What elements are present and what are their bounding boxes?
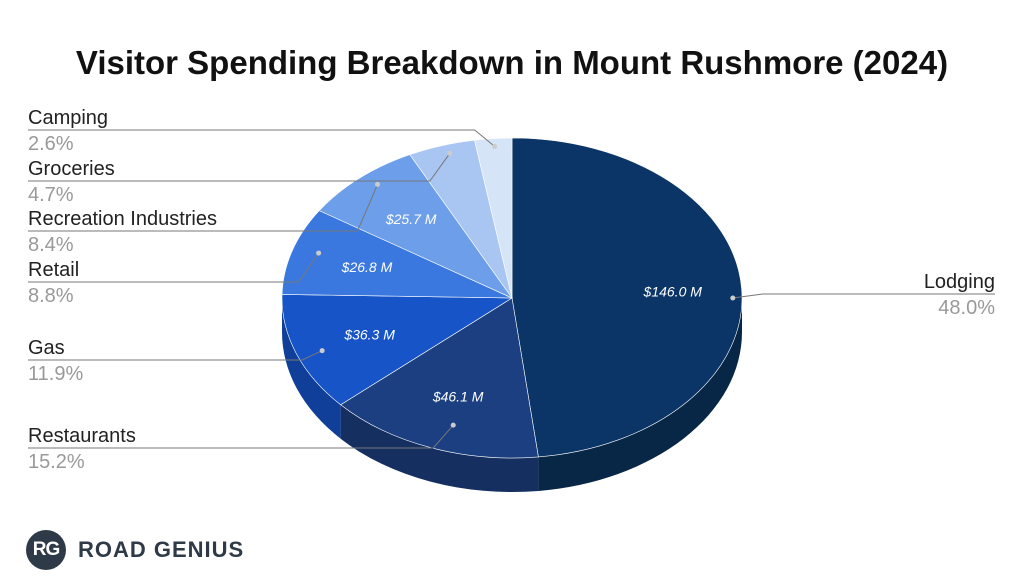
leader-line (732, 293, 995, 299)
leader-dot (447, 150, 453, 156)
slice-value-label: $25.7 M (385, 211, 437, 227)
leader-dot (730, 295, 736, 301)
pie-side-gas (282, 298, 341, 439)
pie-slice-gas (281, 294, 514, 406)
brand-badge-icon: RG (26, 530, 66, 570)
slice-percent-label: 15.2% (28, 451, 85, 473)
pie-slice-camping (474, 137, 513, 299)
pie-slice-retail (281, 210, 513, 299)
leader-line (28, 129, 496, 147)
leader-dot (375, 181, 381, 187)
slice-name-label: Retail (28, 259, 79, 281)
pie-slice-lodging (511, 137, 743, 458)
slice-percent-label: 11.9% (28, 363, 83, 385)
slice-percent-label: 2.6% (28, 133, 74, 155)
slice-value-label: $26.8 M (341, 259, 393, 275)
leader-line (28, 184, 379, 232)
slice-value-label: $46.1 M (432, 389, 484, 405)
slice-name-label: Groceries (28, 158, 115, 180)
leader-dot (492, 144, 498, 150)
slice-name-label: Camping (28, 107, 108, 129)
slice-percent-label: 8.4% (28, 234, 74, 256)
slice-name-label: Restaurants (28, 425, 136, 447)
slice-value-label: $36.3 M (343, 327, 395, 343)
brand-name: ROAD GENIUS (78, 537, 245, 562)
slice-percent-label: 8.8% (28, 285, 74, 307)
slice-name-label: Lodging (924, 271, 995, 293)
leader-dot (316, 250, 322, 256)
leader-dot (319, 348, 325, 354)
chart-title: Visitor Spending Breakdown in Mount Rush… (75, 44, 949, 81)
leader-line (28, 252, 320, 283)
slice-value-label: $146.0 M (643, 284, 703, 300)
pie-side-lodging (538, 298, 742, 491)
slice-name-label: Recreation Industries (28, 208, 217, 230)
leader-line (28, 350, 323, 361)
slice-name-label: Gas (28, 337, 65, 359)
leader-line (28, 424, 454, 449)
brand-logo: RG ROAD GENIUS (26, 530, 244, 570)
leader-line (28, 153, 451, 182)
slice-percent-label: 48.0% (938, 297, 995, 319)
pie-side-restaurants (340, 404, 539, 493)
leader-dot (450, 422, 456, 428)
pie-slice-recreation-industries (318, 154, 513, 299)
slice-percent-label: 4.7% (28, 184, 74, 206)
